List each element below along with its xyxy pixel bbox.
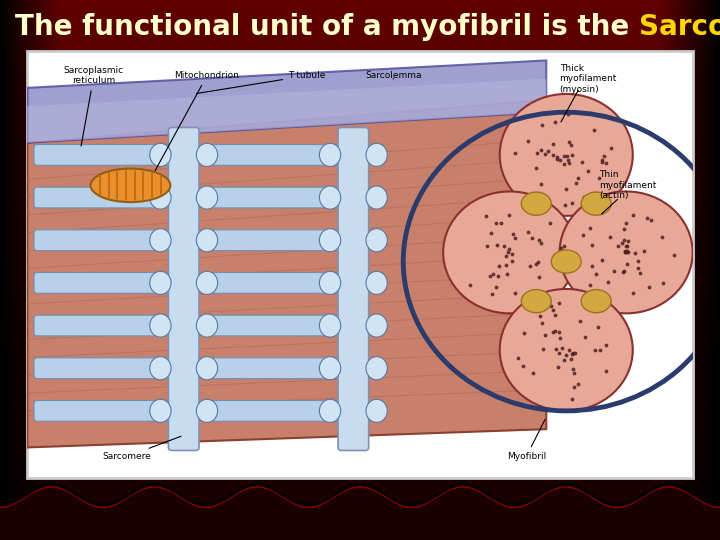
Ellipse shape	[581, 289, 611, 313]
FancyBboxPatch shape	[338, 127, 369, 450]
Text: Sarcomere: Sarcomere	[103, 436, 181, 461]
Ellipse shape	[320, 356, 341, 380]
Ellipse shape	[197, 186, 217, 209]
Circle shape	[500, 94, 633, 216]
Ellipse shape	[366, 143, 387, 166]
Ellipse shape	[366, 356, 387, 380]
Ellipse shape	[150, 228, 171, 252]
FancyBboxPatch shape	[34, 145, 181, 165]
FancyBboxPatch shape	[34, 358, 181, 379]
Bar	[27, 51, 693, 478]
Ellipse shape	[150, 356, 171, 380]
Ellipse shape	[197, 228, 217, 252]
Ellipse shape	[197, 271, 217, 294]
Text: Sarcolemma: Sarcolemma	[365, 71, 421, 80]
Ellipse shape	[581, 192, 611, 215]
Ellipse shape	[320, 186, 341, 209]
Ellipse shape	[521, 289, 552, 313]
Ellipse shape	[197, 356, 217, 380]
Ellipse shape	[320, 228, 341, 252]
Ellipse shape	[320, 399, 341, 422]
Ellipse shape	[197, 314, 217, 337]
FancyBboxPatch shape	[200, 230, 354, 251]
FancyBboxPatch shape	[34, 273, 181, 293]
Ellipse shape	[552, 250, 581, 273]
Circle shape	[444, 192, 576, 313]
FancyBboxPatch shape	[34, 230, 181, 251]
FancyBboxPatch shape	[200, 315, 354, 336]
Text: Mitochondrion: Mitochondrion	[155, 71, 240, 171]
FancyBboxPatch shape	[200, 187, 354, 208]
Ellipse shape	[366, 314, 387, 337]
Ellipse shape	[91, 168, 171, 202]
Polygon shape	[27, 100, 546, 448]
Circle shape	[500, 289, 633, 411]
Ellipse shape	[150, 186, 171, 209]
Ellipse shape	[366, 271, 387, 294]
Ellipse shape	[366, 228, 387, 252]
FancyBboxPatch shape	[34, 315, 181, 336]
Ellipse shape	[150, 143, 171, 166]
FancyBboxPatch shape	[200, 145, 354, 165]
Ellipse shape	[320, 271, 341, 294]
Polygon shape	[27, 79, 546, 143]
Ellipse shape	[197, 143, 217, 166]
Text: Sarcoplasmic
reticulum: Sarcoplasmic reticulum	[64, 66, 124, 146]
Ellipse shape	[150, 271, 171, 294]
Text: Myofibril: Myofibril	[507, 420, 546, 461]
FancyBboxPatch shape	[200, 358, 354, 379]
Ellipse shape	[366, 399, 387, 422]
Text: The functional unit of a myofibril is the: The functional unit of a myofibril is th…	[15, 13, 639, 41]
Text: Sarcomere: Sarcomere	[639, 13, 720, 41]
Ellipse shape	[320, 314, 341, 337]
Text: T tubule: T tubule	[197, 71, 325, 93]
Text: Thick
myofilament
(myosin): Thick myofilament (myosin)	[559, 64, 617, 93]
FancyBboxPatch shape	[34, 187, 181, 208]
FancyBboxPatch shape	[168, 127, 199, 450]
Ellipse shape	[197, 399, 217, 422]
Ellipse shape	[150, 314, 171, 337]
Ellipse shape	[150, 399, 171, 422]
Ellipse shape	[320, 143, 341, 166]
Polygon shape	[27, 60, 546, 143]
Ellipse shape	[366, 186, 387, 209]
Circle shape	[559, 192, 693, 313]
FancyBboxPatch shape	[200, 401, 354, 421]
Ellipse shape	[521, 192, 552, 215]
FancyBboxPatch shape	[200, 273, 354, 293]
Text: Thin
myofilament
(actin): Thin myofilament (actin)	[600, 171, 657, 200]
FancyBboxPatch shape	[34, 401, 181, 421]
